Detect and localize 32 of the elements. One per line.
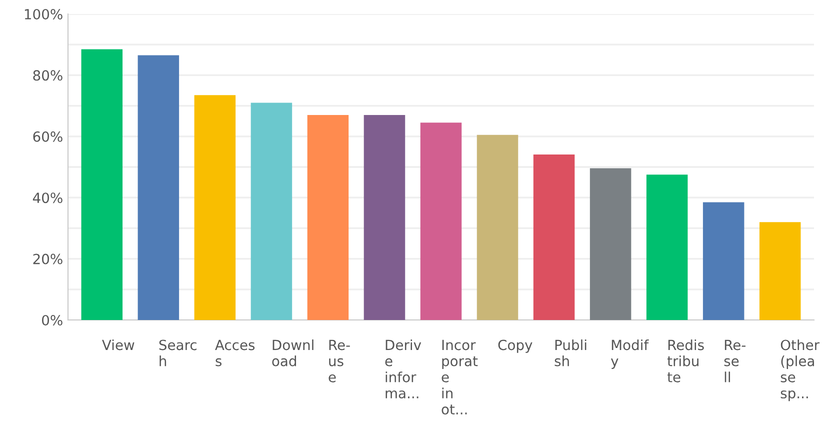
y-tick-label: 0% [42,314,62,326]
x-tick-label: Downl oad [272,339,314,366]
y-tick-label: 100% [24,8,62,20]
x-tick-label: Searc h [159,340,196,366]
y-tick-label: 80% [33,70,62,81]
y-tick-label: 20% [33,254,62,264]
bar [702,202,744,320]
bar [138,55,180,320]
bar [646,174,688,320]
x-tick-label: Redis tribu te [667,339,704,382]
y-tick-label: 40% [32,192,62,204]
x-tick-label: Acces s [215,340,255,366]
x-tick-label: View [102,339,134,350]
bar [590,168,632,320]
bar [476,134,518,320]
bar [420,122,462,320]
x-tick-label: Re- se ll [724,340,746,382]
x-tick-label: Incor porat e in ot... [442,340,478,415]
y-tick-label: 60% [33,131,62,142]
bar [81,49,123,320]
x-tick-label: Modif y [610,339,649,369]
bar [759,222,801,320]
x-tick-label: Deriv e infor ma... [385,339,422,398]
x-tick-label: Other (plea se sp... [780,339,820,402]
x-tick-label: Copy [498,340,532,353]
bar [250,102,292,320]
x-tick-label: Re- us e [328,340,350,382]
bar [364,114,406,320]
bar [533,154,575,320]
x-tick-label: Publi sh [554,339,586,366]
bar [194,95,236,320]
bar [307,114,349,320]
